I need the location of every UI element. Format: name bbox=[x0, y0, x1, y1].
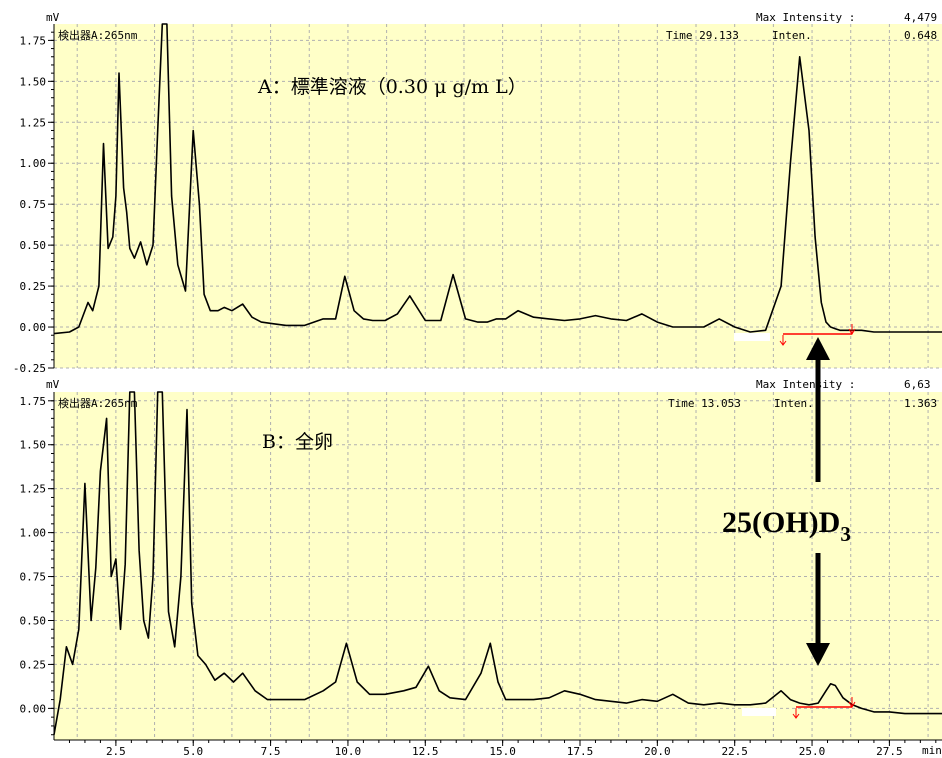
panel-b-peak-start-marker bbox=[792, 708, 800, 719]
y-tick-label: 0.00 bbox=[20, 321, 47, 334]
panel-b-baseline-mask bbox=[742, 708, 776, 716]
panel-a-unit-label: mV bbox=[46, 11, 60, 24]
y-tick-label: 1.75 bbox=[20, 395, 47, 408]
panel-a-peak-start-marker bbox=[779, 335, 787, 346]
panel-b-inten-label: Inten. bbox=[774, 397, 814, 410]
panel-a-max-intensity-value: 4,479 bbox=[904, 11, 937, 24]
panel-b-time-label: Time 13.053 bbox=[668, 397, 741, 410]
analyte-label-main: 25(OH)D bbox=[722, 506, 840, 539]
y-tick-label: 0.75 bbox=[20, 571, 47, 584]
y-tick-label: 1.00 bbox=[20, 527, 47, 540]
panel-b-peak-baseline bbox=[742, 697, 856, 719]
x-tick-label: 10.0 bbox=[335, 745, 362, 758]
x-tick-label: 22.5 bbox=[721, 745, 748, 758]
panel-b-x-axis-unit: min bbox=[922, 744, 942, 757]
x-tick-label: 17.5 bbox=[567, 745, 594, 758]
panel-b-peak-end-marker bbox=[848, 697, 856, 708]
x-tick-label: 7.5 bbox=[261, 745, 281, 758]
panel-b-title: B：全卵 bbox=[262, 431, 333, 453]
panel-a-grid bbox=[54, 24, 942, 369]
y-tick-label: 1.25 bbox=[20, 483, 47, 496]
y-tick-label: 1.25 bbox=[20, 116, 47, 129]
panel-b-trace bbox=[53, 391, 942, 735]
panel-b-inten-value: 1.363 bbox=[904, 397, 937, 410]
x-tick-label: 20.0 bbox=[644, 745, 671, 758]
panel-b-max-intensity-label: Max Intensity : bbox=[756, 378, 855, 391]
panel-b-max-intensity-value: 6,63 bbox=[904, 378, 931, 391]
panel-b-y-ticks: 0.00 0.25 0.50 0.75 1.00 1.25 1.50 1.75 bbox=[20, 395, 54, 736]
panel-a-inten-value: 0.648 bbox=[904, 29, 937, 42]
x-tick-label: 2.5 bbox=[106, 745, 126, 758]
panel-a-baseline-mask bbox=[734, 333, 770, 341]
panel-a-detector-label: 検出器A:265nm bbox=[58, 28, 138, 42]
up-arrow-head bbox=[806, 337, 830, 360]
panel-a-title: A：標準溶液（0.30 μ g/m L） bbox=[257, 76, 527, 98]
panel-b-detector-label: 検出器A:265nm bbox=[58, 396, 138, 410]
panel-a-trace bbox=[53, 23, 942, 335]
panel-a-inten-label: Inten. bbox=[772, 29, 812, 42]
y-tick-label: 0.25 bbox=[20, 280, 47, 293]
y-tick-label: 0.25 bbox=[20, 658, 47, 671]
y-tick-label: 1.50 bbox=[20, 75, 47, 88]
y-tick-label: 1.50 bbox=[20, 439, 47, 452]
x-tick-label: 15.0 bbox=[489, 745, 516, 758]
chromatogram-panel-b: mV Max Intensity : 6,63 0.00 0.25 0.50 0.75… bbox=[20, 378, 942, 758]
panel-b-x-ticks: 2.5 5.0 7.5 10.0 12.5 15.0 17.5 20.0 22.5 25.0 27.… bbox=[68, 740, 937, 758]
y-tick-label: 1.00 bbox=[20, 157, 47, 170]
panel-a-peak-baseline bbox=[734, 324, 856, 346]
analyte-label-subscript: 3 bbox=[840, 522, 851, 546]
panel-a-max-intensity-label: Max Intensity : bbox=[756, 11, 855, 24]
x-tick-label: 12.5 bbox=[412, 745, 439, 758]
analyte-label: 25(OH)D3 bbox=[722, 506, 851, 546]
panel-b-grid bbox=[54, 392, 942, 740]
x-tick-label: 27.5 bbox=[876, 745, 903, 758]
x-tick-label: 5.0 bbox=[183, 745, 203, 758]
y-tick-label: 0.50 bbox=[20, 239, 47, 252]
analyte-annotation: 25(OH)D3 bbox=[722, 337, 851, 666]
panel-a-y-ticks: -0.25 0.00 0.25 0.50 0.75 1.00 1.25 1.50 1.75 bbox=[13, 31, 54, 375]
panel-a-time-label: Time 29.133 bbox=[666, 29, 739, 42]
y-tick-label: 0.50 bbox=[20, 614, 47, 627]
y-tick-label: 0.00 bbox=[20, 702, 47, 715]
panel-b-unit-label: mV bbox=[46, 378, 60, 391]
x-tick-label: 25.0 bbox=[799, 745, 826, 758]
down-arrow-head bbox=[806, 643, 830, 666]
y-tick-label: 0.75 bbox=[20, 198, 47, 211]
y-tick-label: -0.25 bbox=[13, 362, 46, 375]
chromatogram-panel-a: mV Max Intensity : 4,479 -0.25 0.00 0.25 0.… bbox=[13, 11, 942, 375]
y-tick-label: 1.75 bbox=[20, 34, 47, 47]
panel-a-peak-end-marker bbox=[848, 324, 856, 335]
